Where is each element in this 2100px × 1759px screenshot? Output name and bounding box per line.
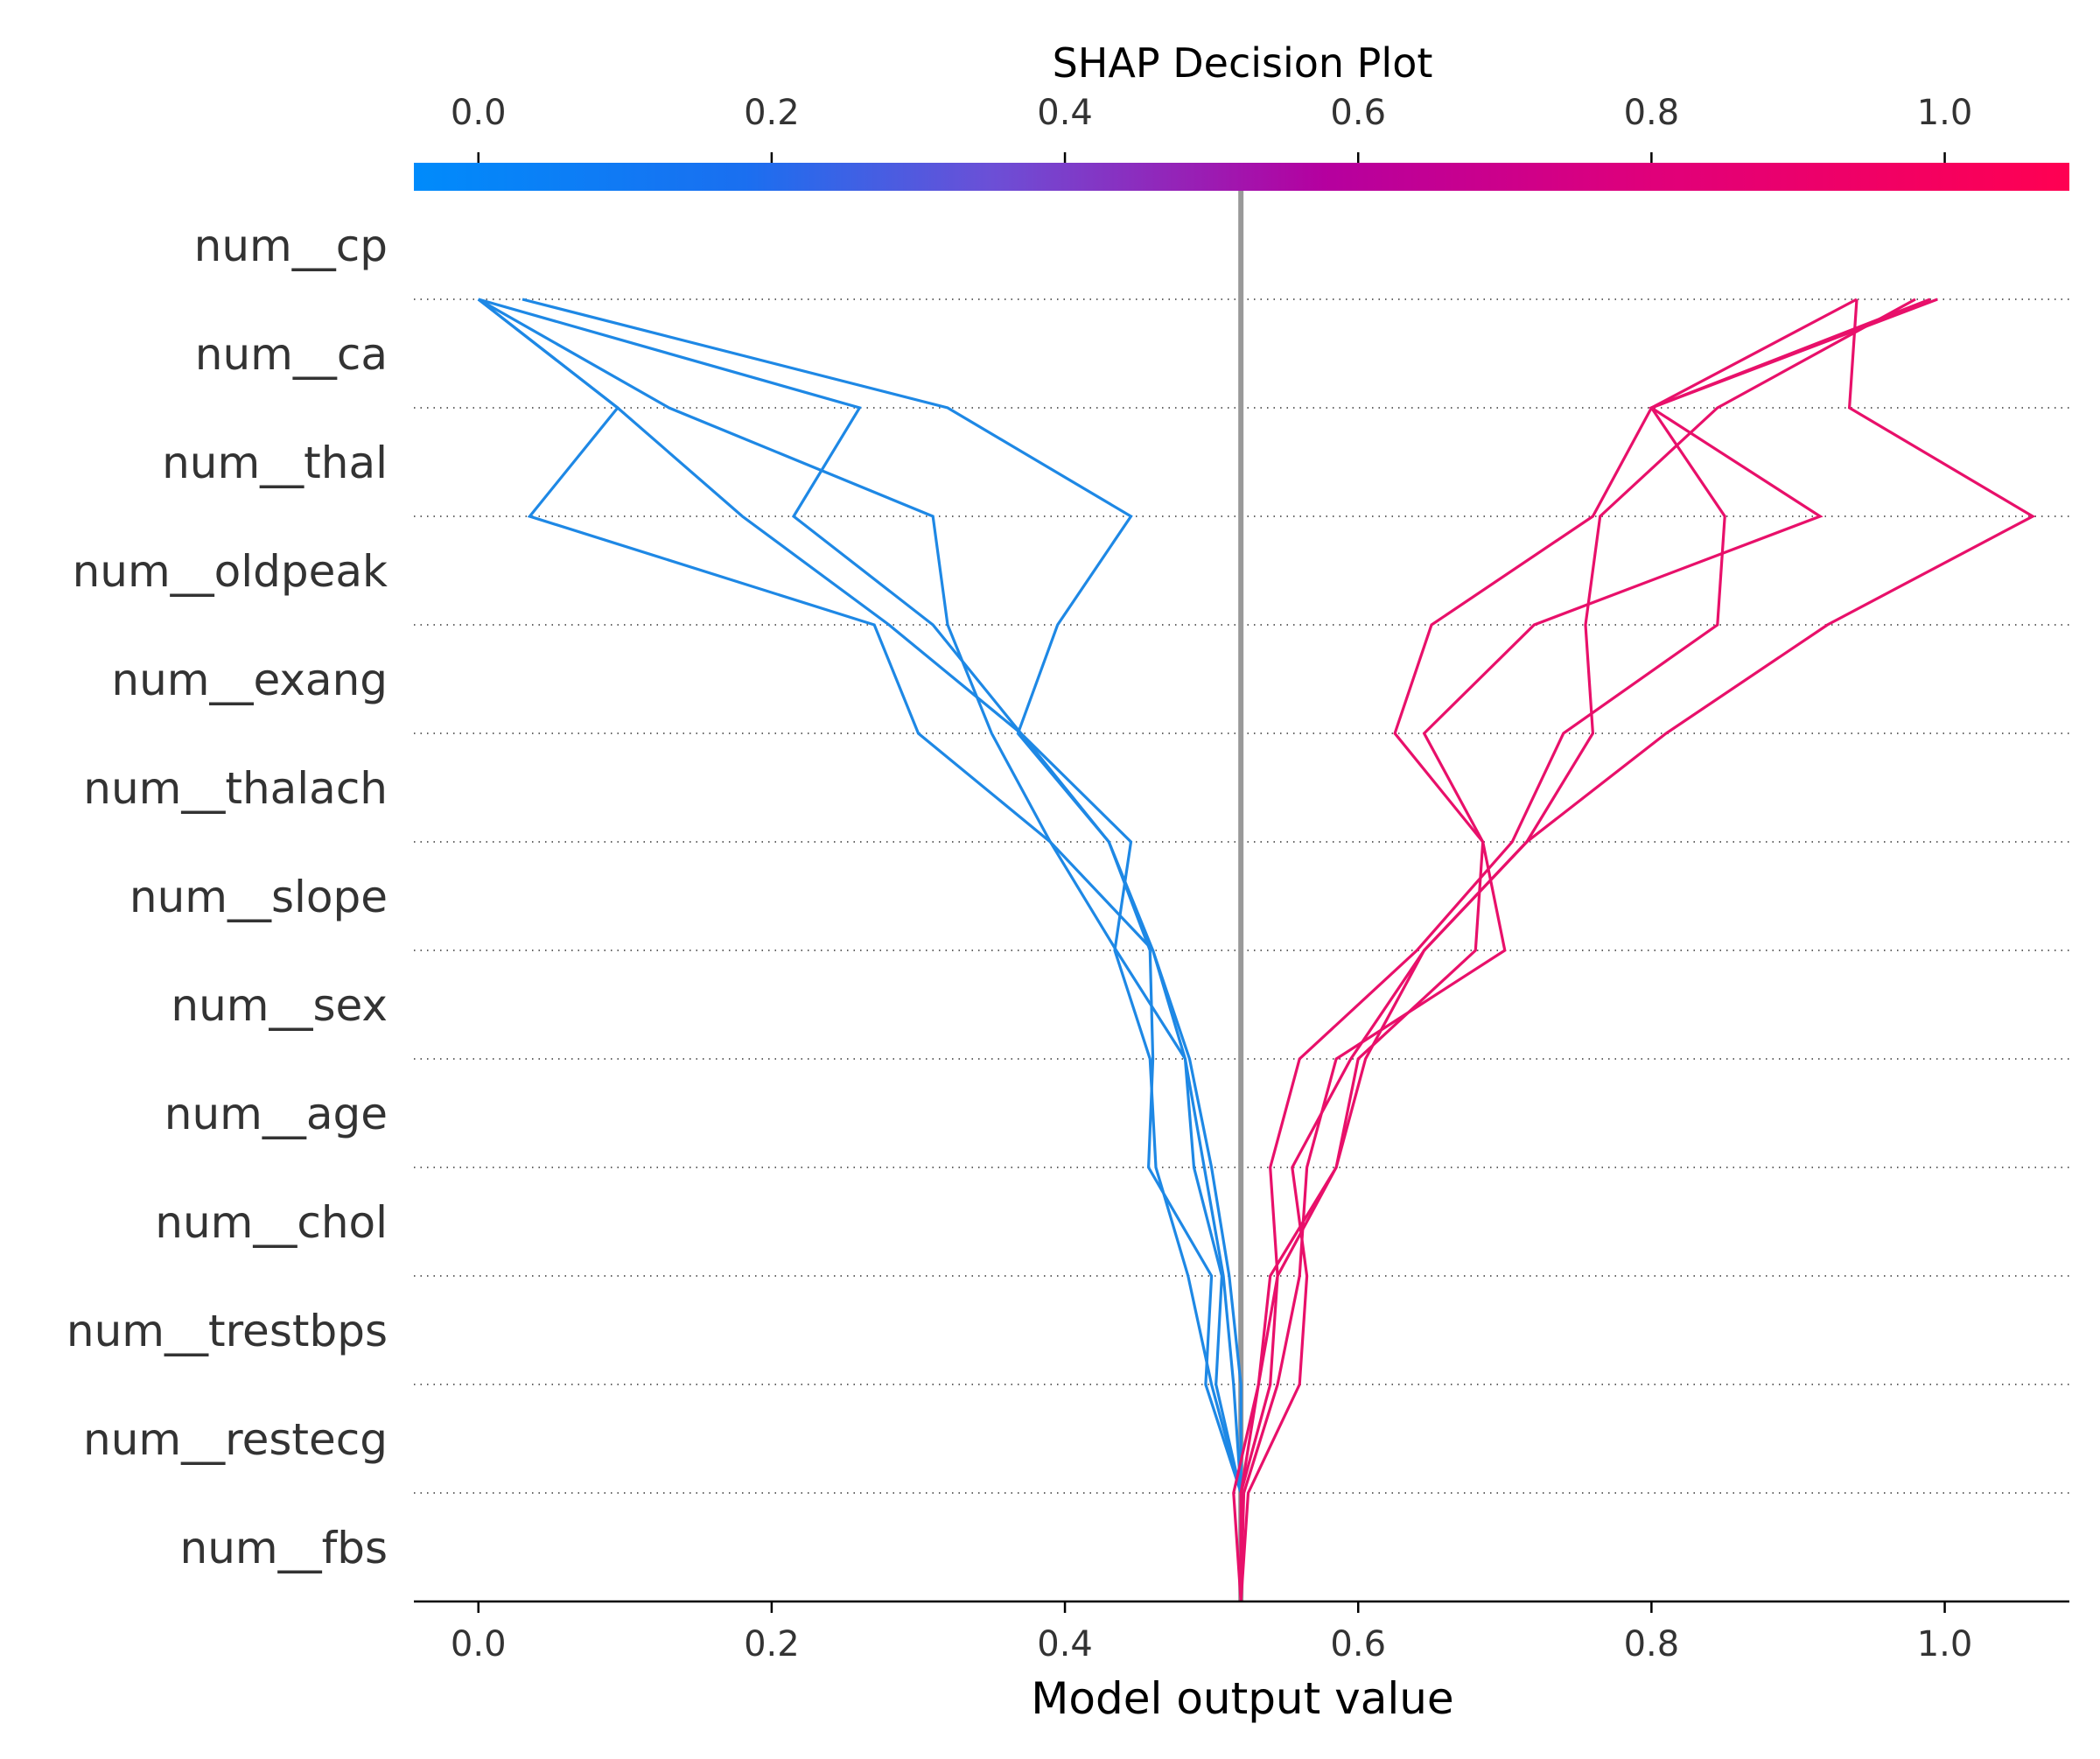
- bottom-tick-label: 0.2: [744, 1624, 800, 1664]
- feature-labels: num__cp num__ca num__thal num__oldpeak num__…: [66, 221, 388, 1573]
- feature-label: num__fbs: [180, 1523, 388, 1573]
- feature-label: num__cp: [194, 221, 388, 271]
- feature-label: num__thalach: [83, 763, 388, 814]
- feature-label: num__ca: [195, 329, 388, 380]
- decision-line-10: [1239, 298, 1858, 1601]
- decision-line-2: [477, 298, 1242, 1601]
- feature-label: num__sex: [171, 980, 388, 1031]
- decision-lines: [477, 298, 2036, 1602]
- x-axis-title: Model output value: [1031, 1673, 1453, 1724]
- decision-line-5: [522, 298, 1242, 1601]
- bottom-tick-label: 0.4: [1037, 1624, 1093, 1664]
- feature-label: num__chol: [155, 1197, 388, 1248]
- feature-label: num__slope: [130, 872, 388, 922]
- top-tick-label: 1.0: [1917, 93, 1973, 133]
- feature-label: num__trestbps: [66, 1306, 388, 1356]
- top-tick-label: 0.2: [744, 93, 800, 133]
- colorbar: [414, 163, 2069, 191]
- top-tick-label: 0.8: [1624, 93, 1680, 133]
- decision-line-4: [477, 298, 1242, 1601]
- top-tick-label: 0.0: [451, 93, 507, 133]
- bottom-tick-label: 0.0: [451, 1624, 507, 1664]
- top-axis: 0.0 0.2 0.4 0.6 0.8 1.0: [451, 93, 1972, 163]
- feature-label: num__oldpeak: [73, 546, 388, 597]
- top-tick-label: 0.4: [1037, 93, 1093, 133]
- feature-label: num__thal: [162, 438, 388, 488]
- top-tick-label: 0.6: [1330, 93, 1386, 133]
- decision-line-3: [477, 298, 1242, 1601]
- feature-label: num__exang: [111, 655, 388, 705]
- decision-line-1: [478, 298, 1242, 1601]
- feature-label: num__age: [164, 1089, 388, 1139]
- bottom-tick-label: 0.6: [1330, 1624, 1386, 1664]
- decision-line-9: [1239, 298, 2036, 1601]
- decision-line-8: [1239, 298, 1938, 1602]
- chart-title: SHAP Decision Plot: [1053, 39, 1433, 87]
- decision-line-7: [1239, 298, 1916, 1602]
- bottom-axis: 0.0 0.2 0.4 0.6 0.8 1.0: [451, 1601, 1972, 1664]
- bottom-tick-label: 1.0: [1917, 1624, 1973, 1664]
- bottom-tick-label: 0.8: [1624, 1624, 1680, 1664]
- feature-label: num__restecg: [83, 1414, 388, 1465]
